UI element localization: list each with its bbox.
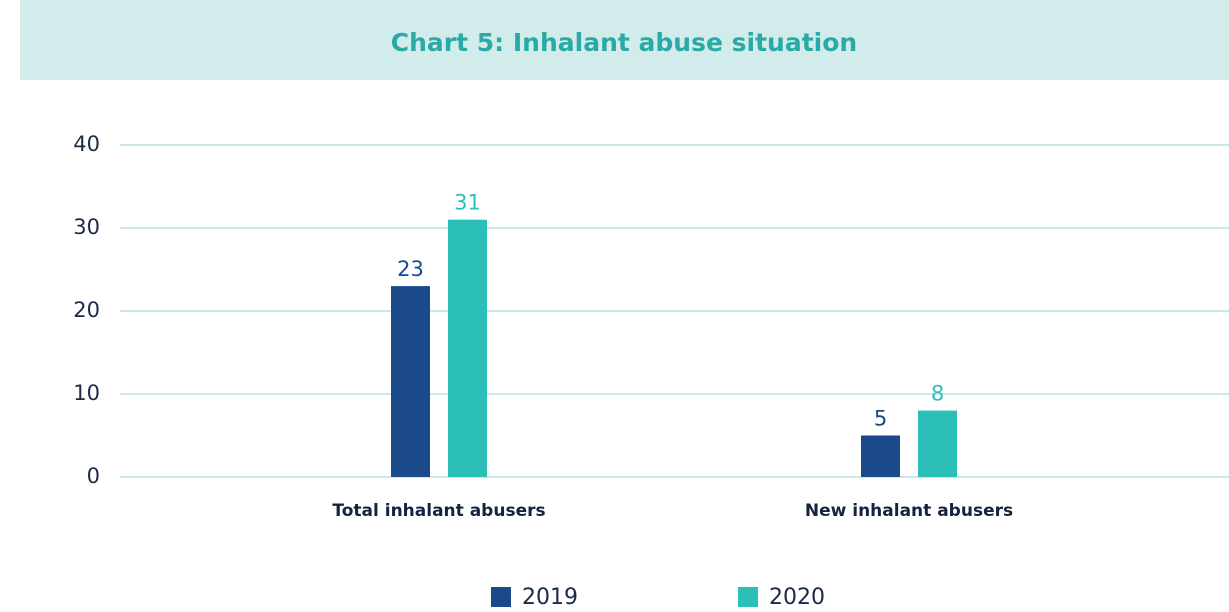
value-label: 5 <box>874 407 887 431</box>
value-label: 23 <box>397 257 424 281</box>
bar <box>391 286 430 477</box>
bar <box>918 410 957 477</box>
legend-label: 2020 <box>769 585 825 610</box>
legend-swatch <box>491 587 511 607</box>
value-label: 31 <box>454 191 481 215</box>
legend-swatch <box>738 587 758 607</box>
bar <box>448 219 487 477</box>
x-tick-label: New inhalant abusers <box>805 501 1013 521</box>
y-tick-label: 20 <box>73 298 100 322</box>
y-tick-label: 30 <box>73 215 100 239</box>
legend-label: 2019 <box>522 585 578 610</box>
value-label: 8 <box>931 382 944 406</box>
y-tick-label: 10 <box>73 381 100 405</box>
y-tick-label: 0 <box>87 464 100 488</box>
bar <box>861 435 900 477</box>
chart-title: Chart 5: Inhalant abuse situation <box>391 28 857 57</box>
y-tick-label: 40 <box>73 132 100 156</box>
title-band <box>20 0 1229 80</box>
x-tick-label: Total inhalant abusers <box>332 501 545 521</box>
